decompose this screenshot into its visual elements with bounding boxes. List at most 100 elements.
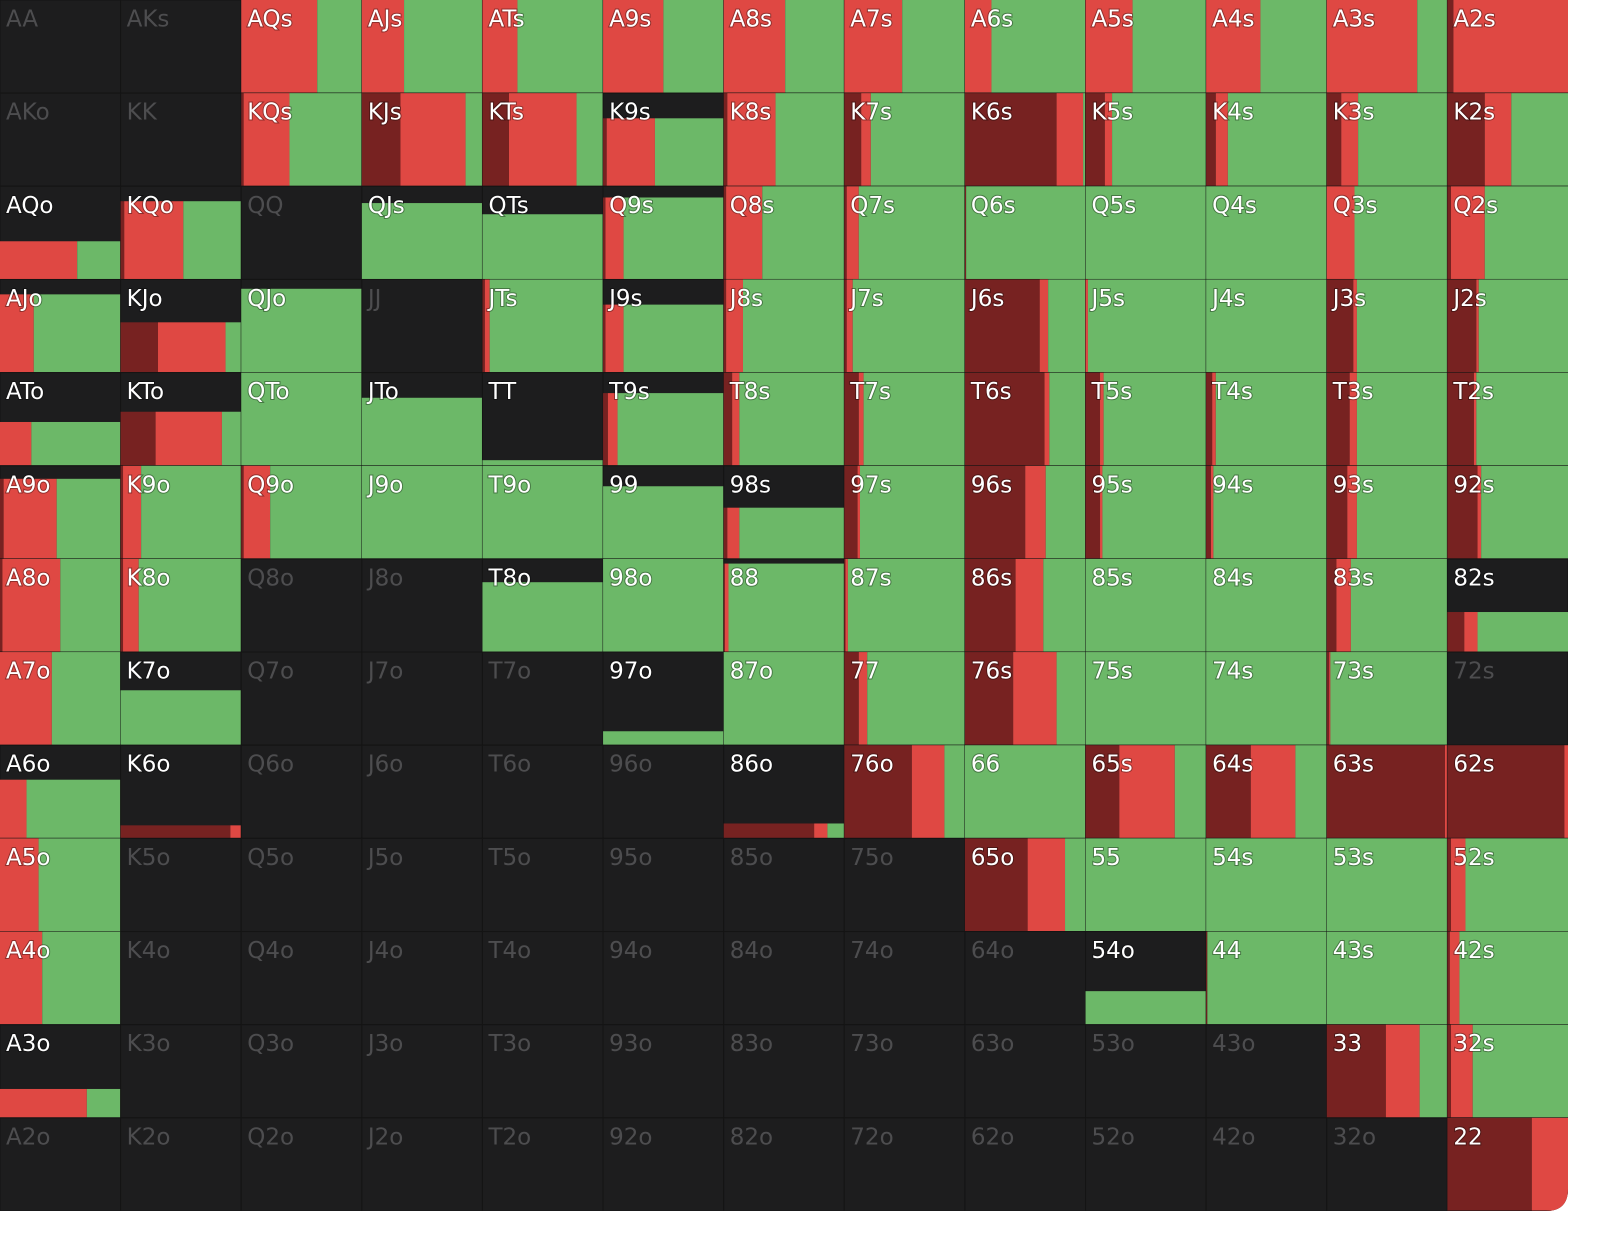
hand-label: AQo <box>6 193 54 219</box>
frequency-segment <box>1207 931 1327 1025</box>
frequency-segment <box>1356 279 1448 373</box>
hand-label: K2o <box>127 1124 171 1150</box>
hand-label: 88 <box>730 565 759 591</box>
hand-label: K3s <box>1333 100 1375 126</box>
frequency-segment <box>120 201 125 280</box>
frequency-segment <box>1451 186 1485 280</box>
hand-label: T3s <box>1332 379 1374 405</box>
hand-label: 77 <box>850 659 879 685</box>
frequency-segment <box>155 411 222 466</box>
frequency-segment <box>1085 0 1133 94</box>
hand-label: K3o <box>127 1031 171 1057</box>
frequency-segment <box>1025 465 1046 559</box>
hand-label: 44 <box>1212 938 1241 964</box>
frequency-segment <box>1260 0 1327 94</box>
hand-label: AA <box>6 7 38 33</box>
cell-background <box>1326 1117 1448 1211</box>
hand-label: 72s <box>1453 659 1494 685</box>
hand-label: Q5o <box>247 845 294 871</box>
frequency-segment <box>727 507 740 559</box>
hand-label: K2s <box>1453 100 1495 126</box>
cell-background <box>0 0 122 94</box>
frequency-segment <box>1102 465 1207 559</box>
hand-label: Q3s <box>1333 193 1378 219</box>
cell-background <box>120 837 242 933</box>
hand-label: T7s <box>849 379 891 405</box>
hand-label: K8o <box>127 565 171 591</box>
frequency-segment <box>603 0 664 94</box>
frequency-segment <box>1085 279 1088 373</box>
hand-label: 74s <box>1212 659 1253 685</box>
frequency-segment <box>723 93 728 187</box>
cell-background <box>240 1117 363 1211</box>
hand-label: 65s <box>1092 752 1133 778</box>
frequency-segment <box>605 304 624 373</box>
frequency-segment <box>1213 465 1327 559</box>
hand-label: 99 <box>609 472 638 498</box>
frequency-segment <box>56 478 121 559</box>
frequency-segment <box>739 372 845 466</box>
cell-background <box>1446 651 1568 746</box>
frequency-segment <box>844 186 847 280</box>
frequency-segment <box>124 201 184 280</box>
frequency-segment <box>361 0 405 94</box>
frequency-segment <box>863 372 965 466</box>
frequency-segment <box>230 825 242 839</box>
frequency-segment <box>120 690 242 746</box>
frequency-segment <box>1473 372 1477 466</box>
hand-label: KTs <box>488 100 524 126</box>
frequency-segment <box>1481 465 1568 559</box>
frequency-segment <box>1103 372 1207 466</box>
frequency-segment <box>1206 0 1261 94</box>
frequency-segment <box>911 745 945 839</box>
frequency-segment <box>723 279 727 373</box>
frequency-segment <box>724 563 729 653</box>
frequency-segment <box>1326 372 1350 466</box>
frequency-segment <box>123 558 139 653</box>
frequency-segment <box>0 294 34 373</box>
hand-label: J8o <box>366 565 404 591</box>
frequency-segment <box>728 563 845 653</box>
frequency-segment <box>1465 838 1568 932</box>
frequency-segment <box>1100 465 1103 559</box>
frequency-segment <box>1215 372 1327 466</box>
frequency-segment <box>944 745 965 839</box>
frequency-segment <box>964 745 1086 839</box>
frequency-segment <box>482 93 509 187</box>
frequency-segment <box>1356 465 1448 559</box>
cell-background <box>361 558 483 653</box>
frequency-segment <box>138 558 242 653</box>
hand-label: QTs <box>488 193 528 219</box>
frequency-segment <box>1353 279 1357 373</box>
frequency-segment <box>241 288 362 373</box>
frequency-segment <box>489 279 604 373</box>
frequency-segment <box>1326 558 1337 653</box>
frequency-segment <box>0 558 3 653</box>
frequency-segment <box>508 93 577 187</box>
hand-label: J8s <box>728 286 763 312</box>
hand-label: K5o <box>127 845 171 871</box>
frequency-segment <box>1444 745 1448 839</box>
hand-label: 84s <box>1212 565 1253 591</box>
frequency-segment <box>31 421 121 466</box>
hand-label: 97s <box>850 472 891 498</box>
cell-background <box>602 1117 725 1211</box>
hand-label: Q5s <box>1092 193 1137 219</box>
frequency-segment <box>1085 372 1101 466</box>
hand-label: QJo <box>247 286 286 312</box>
frequency-segment <box>241 0 318 94</box>
hand-label: 95o <box>609 845 652 871</box>
hand-label: AKo <box>6 100 50 126</box>
frequency-segment <box>1459 931 1568 1025</box>
frequency-segment <box>484 279 490 373</box>
frequency-segment <box>482 0 518 94</box>
frequency-segment <box>991 0 1086 94</box>
frequency-segment <box>482 582 604 653</box>
hand-label: K4o <box>127 938 171 964</box>
frequency-segment <box>1385 1024 1420 1118</box>
frequency-segment <box>1447 372 1474 466</box>
frequency-segment <box>1417 0 1448 94</box>
frequency-segment <box>51 652 121 746</box>
hand-label: KQo <box>127 193 174 219</box>
frequency-segment <box>1447 1024 1452 1118</box>
